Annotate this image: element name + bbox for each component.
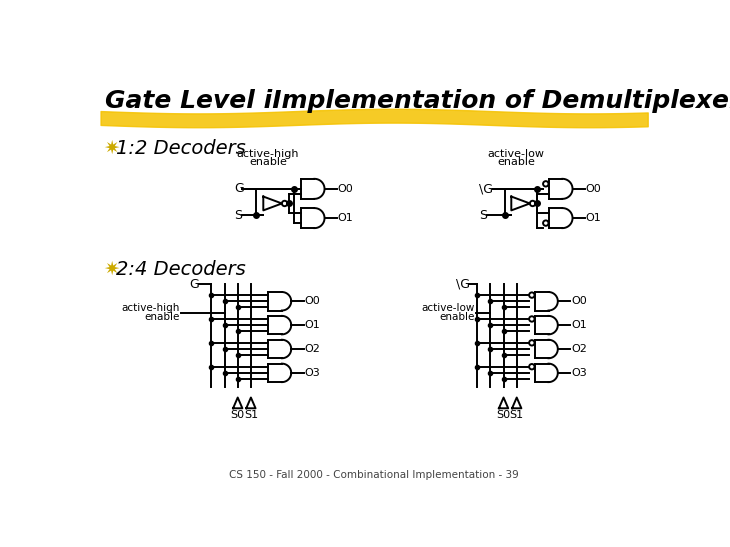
Text: O1: O1 xyxy=(571,320,587,330)
Text: 2:4 Decoders: 2:4 Decoders xyxy=(116,260,246,278)
Text: O1: O1 xyxy=(585,213,602,223)
Text: enable: enable xyxy=(439,312,475,322)
Text: CS 150 - Fall 2000 - Combinational Implementation - 39: CS 150 - Fall 2000 - Combinational Imple… xyxy=(229,470,519,480)
Text: enable: enable xyxy=(497,158,535,167)
Text: S: S xyxy=(479,208,487,222)
Text: active-low: active-low xyxy=(488,149,545,159)
Text: enable: enable xyxy=(249,158,287,167)
Text: O2: O2 xyxy=(304,344,320,354)
Text: active-high: active-high xyxy=(237,149,299,159)
Text: enable: enable xyxy=(145,312,180,322)
Text: O3: O3 xyxy=(571,368,587,378)
Text: S1: S1 xyxy=(244,410,258,420)
Text: O3: O3 xyxy=(304,368,320,378)
Text: S0: S0 xyxy=(496,410,510,420)
Text: O1: O1 xyxy=(304,320,320,330)
Text: O0: O0 xyxy=(304,296,320,306)
Text: active-low: active-low xyxy=(421,303,475,313)
Text: S: S xyxy=(234,208,242,222)
Text: O2: O2 xyxy=(571,344,587,354)
Text: Gate Level iImplementation of Demultiplexers: Gate Level iImplementation of Demultiple… xyxy=(105,89,730,113)
Text: active-high: active-high xyxy=(121,303,180,313)
Text: 1:2 Decoders: 1:2 Decoders xyxy=(116,139,246,158)
Text: G: G xyxy=(190,278,199,291)
Text: O0: O0 xyxy=(585,184,602,194)
Text: S0: S0 xyxy=(231,410,245,420)
Text: ✷: ✷ xyxy=(104,260,120,278)
Text: O1: O1 xyxy=(338,213,353,223)
Text: \G: \G xyxy=(456,278,469,291)
Text: O0: O0 xyxy=(571,296,587,306)
Text: S1: S1 xyxy=(510,410,524,420)
Text: G: G xyxy=(234,182,244,195)
Text: \G: \G xyxy=(479,182,493,195)
Text: ✷: ✷ xyxy=(104,139,120,158)
Text: O0: O0 xyxy=(338,184,353,194)
